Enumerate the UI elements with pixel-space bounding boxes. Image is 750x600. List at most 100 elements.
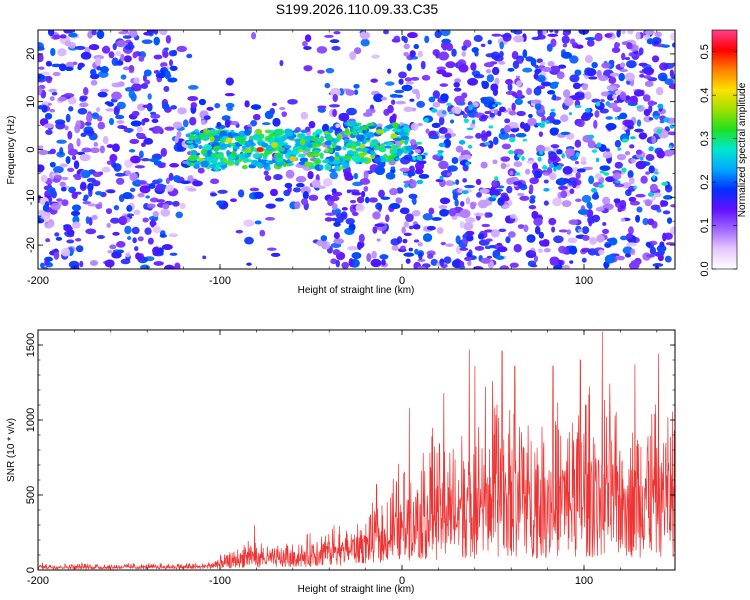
spectrogram-cell	[77, 107, 88, 115]
spectrogram-cell	[411, 198, 417, 204]
spectrogram-cell	[492, 136, 499, 146]
colorbar-tick-label: 0.2	[699, 174, 711, 189]
spectrogram-cell	[279, 138, 284, 145]
spectrogram-cell	[488, 108, 496, 112]
spectrogram-cell	[483, 62, 494, 68]
spectrogram-cell	[558, 177, 565, 186]
spectrogram-cell	[304, 34, 312, 42]
spectrogram-cell	[275, 134, 283, 139]
spectrogram-cell	[128, 90, 136, 99]
spectrogram-cell	[271, 102, 278, 107]
spectrogram-cell	[462, 178, 468, 183]
spectrogram-cell	[259, 229, 266, 237]
spectrogram-cell	[547, 90, 556, 95]
spectrogram-cell	[324, 140, 332, 146]
spectrogram-cell	[480, 43, 486, 48]
spectrogram-cell	[640, 175, 648, 184]
spectrogram-cell	[372, 211, 381, 220]
spectrogram-cell	[227, 154, 233, 161]
spectrogram-cell	[142, 104, 153, 109]
spectrogram-cell	[560, 131, 571, 135]
spectrogram-cell	[285, 152, 290, 159]
spectrogram-cell	[329, 39, 340, 43]
spectrogram-cell	[598, 249, 605, 255]
spectrogram-cell	[620, 62, 626, 68]
spectrogram-cell	[38, 53, 44, 63]
spectrogram-cell	[488, 125, 494, 129]
spectrogram-cell	[498, 60, 506, 65]
spectrogram-cell	[502, 32, 512, 42]
spectrogram-cell	[409, 171, 416, 177]
spectrogram-peak	[225, 137, 233, 143]
spectrogram-cell	[508, 231, 516, 238]
spectrogram-cell	[126, 204, 133, 212]
spectrogram-cell	[117, 81, 125, 87]
spectrogram-cell	[136, 126, 143, 133]
spectrogram-cell	[490, 83, 499, 92]
spectrogram-cell	[303, 65, 313, 72]
spectrogram-cell	[542, 165, 548, 170]
spectrogram-cell	[212, 145, 221, 151]
spectrogram-cell	[80, 132, 87, 137]
spectrogram-cell	[47, 30, 55, 37]
spectrogram-cell	[505, 236, 511, 244]
spectrogram-cell	[467, 260, 472, 266]
spectrogram-cell	[619, 68, 629, 73]
spectrogram-cell	[562, 166, 573, 175]
spectrogram-cell	[197, 167, 205, 174]
spectrogram-cell	[202, 255, 207, 260]
spectrogram-cell	[648, 146, 654, 152]
spectrogram-cell	[85, 228, 97, 235]
spectrogram-cell	[439, 83, 449, 87]
spectrogram-cell	[116, 39, 127, 48]
spectrogram-cell	[40, 174, 48, 183]
spectrogram-cell	[636, 119, 642, 127]
spectrogram-cell	[537, 34, 546, 40]
spectrogram-cell	[516, 89, 523, 98]
spectrogram-cell	[410, 122, 419, 131]
spectrogram-cell	[431, 122, 441, 128]
spectrogram-cell	[376, 123, 383, 128]
spectrogram-cell	[71, 155, 77, 161]
spectrogram-cell	[378, 147, 387, 153]
spectrogram-cell	[414, 248, 419, 255]
spectrogram-cell	[551, 226, 556, 233]
spectrogram-cell	[508, 122, 519, 129]
spectrogram-cell	[619, 91, 627, 101]
spectrogram-cell	[569, 55, 579, 64]
spectrogram-cell	[652, 174, 656, 181]
spectrogram-cell	[399, 167, 410, 172]
spectrogram-cell	[132, 51, 138, 59]
spectrogram-cell	[104, 101, 112, 105]
spectrogram-cell	[526, 87, 532, 96]
spectrogram-cell	[635, 149, 643, 155]
spectrogram-cell	[581, 257, 587, 263]
spectrogram-cell	[561, 264, 571, 269]
spectrogram-cell	[359, 31, 370, 40]
spectrogram-cell	[90, 79, 98, 86]
spectrogram-cell	[644, 80, 654, 87]
spectrogram-cell	[490, 229, 500, 238]
spectrogram-cell	[659, 241, 665, 248]
colorbar-tick-label: 0.0	[699, 261, 711, 276]
spectrogram-cell	[585, 108, 591, 113]
spectrogram-cell	[567, 237, 578, 244]
spectrogram-cell	[125, 252, 131, 258]
spectrogram-cell	[53, 251, 60, 260]
x-tick-label: 100	[575, 575, 593, 587]
spectrogram-cell	[325, 67, 335, 74]
spectrogram-cell	[459, 247, 469, 251]
spectrogram-cell	[97, 91, 108, 98]
spectrogram-cell	[630, 158, 637, 164]
spectrogram-cell	[498, 228, 507, 233]
spectrogram-cell	[61, 199, 69, 207]
spectrogram-cell	[126, 128, 133, 133]
spectrogram-cell	[643, 75, 652, 79]
spectrogram-cell	[251, 160, 257, 165]
spectrogram-cell	[569, 188, 575, 194]
spectrogram-cell	[253, 113, 261, 121]
spectrogram-cell	[485, 53, 495, 58]
spectrogram-cell	[187, 85, 199, 90]
spectrogram-cell	[148, 215, 159, 221]
spectrogram-cell	[517, 224, 525, 229]
